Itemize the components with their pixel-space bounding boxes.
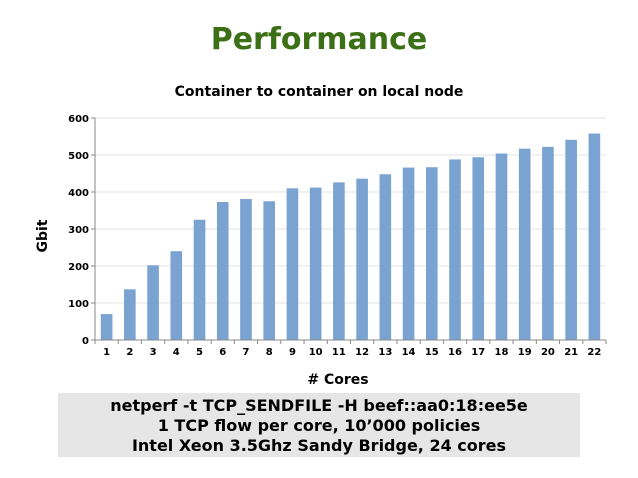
chart-title: Container to container on local node — [175, 84, 464, 100]
bar — [170, 251, 183, 340]
caption-line-command: netperf -t TCP_SENDFILE -H beef::aa0:18:… — [110, 396, 528, 415]
x-tick-label: 10 — [309, 347, 323, 358]
bar — [542, 146, 554, 340]
bar — [472, 157, 485, 340]
bar — [263, 201, 276, 340]
x-tick-label: 9 — [289, 347, 296, 358]
x-tick-label: 13 — [378, 347, 392, 358]
y-axis-label: Gbit — [35, 219, 51, 252]
y-tick-label: 200 — [68, 262, 89, 273]
x-tick-label: 5 — [196, 347, 203, 358]
x-tick-label: 12 — [355, 347, 369, 358]
bar — [240, 199, 252, 340]
bar — [124, 289, 136, 340]
x-tick-label: 1 — [103, 347, 110, 358]
x-tick-label: 16 — [448, 347, 462, 358]
bar — [216, 201, 229, 340]
x-tick-label: 3 — [150, 347, 157, 358]
y-tick-label: 600 — [68, 114, 89, 125]
caption-line-hardware: Intel Xeon 3.5Ghz Sandy Bridge, 24 cores — [131, 436, 507, 455]
bar-chart: Container to container on local node 0 10… — [35, 84, 607, 388]
x-tick-label: 14 — [402, 347, 416, 358]
x-axis-label: # Cores — [307, 372, 368, 388]
x-tick-label: 18 — [495, 347, 509, 358]
x-tick-label: 11 — [332, 347, 346, 358]
bar — [309, 187, 322, 340]
bar — [147, 265, 159, 340]
x-tick-label: 6 — [219, 347, 226, 358]
x-tick-label: 21 — [564, 347, 578, 358]
benchmark-caption: netperf -t TCP_SENDFILE -H beef::aa0:18:… — [58, 393, 580, 457]
bar — [100, 314, 113, 340]
bar — [333, 182, 345, 340]
y-tick-label: 0 — [82, 336, 89, 347]
x-tick-label: 22 — [587, 347, 601, 358]
bar — [449, 159, 461, 340]
x-tick-label: 17 — [471, 347, 485, 358]
bar — [286, 188, 299, 340]
bar — [356, 178, 368, 340]
x-axis-ticks: 1 2 3 4 5 6 7 8 9 10 11 12 13 14 15 16 17 18 19 20 21 22 — [94, 340, 607, 358]
x-tick-label: 7 — [242, 347, 249, 358]
chart-bars — [100, 133, 601, 340]
y-tick-label: 300 — [68, 225, 89, 236]
x-tick-label: 2 — [126, 347, 133, 358]
bar — [425, 167, 438, 340]
slide-title: Performance — [210, 22, 428, 57]
x-tick-label: 15 — [425, 347, 439, 358]
y-tick-label: 400 — [68, 188, 89, 199]
x-tick-label: 19 — [518, 347, 532, 358]
y-axis-ticks: 0 100 200 300 400 500 600 — [68, 114, 95, 347]
bar — [402, 167, 415, 340]
x-tick-label: 20 — [541, 347, 555, 358]
y-tick-label: 100 — [68, 299, 89, 310]
bar — [565, 139, 577, 340]
bar — [379, 174, 392, 340]
caption-line-flows: 1 TCP flow per core, 10’000 policies — [157, 416, 481, 435]
bar — [588, 133, 601, 340]
bar — [193, 219, 206, 340]
y-tick-label: 500 — [68, 151, 89, 162]
bar — [518, 148, 531, 340]
x-tick-label: 4 — [173, 347, 180, 358]
bar — [495, 153, 508, 340]
x-tick-label: 8 — [266, 347, 273, 358]
